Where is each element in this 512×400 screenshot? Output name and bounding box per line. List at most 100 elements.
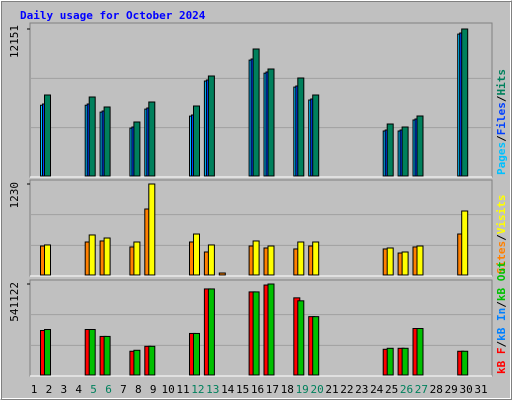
x-tick-label: 15 [236, 383, 249, 396]
bar [44, 94, 51, 177]
x-tick-label: 22 [340, 383, 353, 396]
y-tick-label: 541122 [8, 282, 21, 322]
x-tick-label: 9 [150, 383, 157, 396]
x-tick-label: 10 [161, 383, 174, 396]
y-tick-label: 1230 [8, 182, 21, 209]
bar [103, 237, 111, 276]
bar [312, 94, 320, 177]
bar [416, 328, 424, 376]
x-tick-label: 16 [251, 383, 264, 396]
bar [103, 106, 111, 177]
legend: Pages/Files/Hits [495, 69, 508, 175]
x-tick-label: 2 [46, 383, 53, 396]
x-tick-label: 23 [355, 383, 368, 396]
x-tick-label: 7 [120, 383, 127, 396]
legend-separator: / [495, 135, 508, 142]
legend: Sites/Visits [495, 195, 508, 275]
bar [207, 288, 215, 376]
bar [252, 291, 260, 376]
bar [193, 105, 200, 177]
legend-entry: Sites [495, 241, 508, 274]
x-tick-label: 5 [90, 383, 97, 396]
x-tick-label: 28 [430, 383, 443, 396]
legend-entry: kB Out [495, 261, 508, 301]
legend-separator: / [495, 301, 508, 308]
legend-separator: / [495, 95, 508, 102]
bar [267, 283, 275, 376]
bar [312, 241, 320, 276]
bar [267, 68, 275, 177]
x-tick-label: 25 [385, 383, 398, 396]
bar [148, 101, 156, 177]
x-tick-label: 29 [445, 383, 458, 396]
bar [252, 48, 260, 177]
bar [401, 347, 409, 376]
legend-entry: Hits [495, 69, 508, 96]
bar [207, 75, 215, 177]
bar [386, 247, 394, 276]
bar [133, 121, 141, 177]
bar [267, 245, 275, 276]
bar [252, 240, 260, 276]
x-tick-label: 8 [135, 383, 142, 396]
bar [461, 28, 469, 177]
legend-entry: Visits [495, 195, 508, 235]
bar [297, 241, 305, 276]
chart-title: Daily usage for October 2024 [20, 9, 206, 22]
bar [207, 244, 215, 276]
bar [193, 332, 200, 376]
x-tick-label: 27 [415, 383, 428, 396]
bar [416, 245, 424, 276]
bar [401, 126, 409, 177]
x-tick-label: 30 [459, 383, 472, 396]
bar [297, 300, 305, 376]
x-tick-label: 17 [266, 383, 279, 396]
bar [133, 241, 141, 276]
x-tick-label: 4 [75, 383, 82, 396]
legend-entry: kB In [495, 308, 508, 341]
x-tick-label: 31 [474, 383, 487, 396]
bar [461, 210, 469, 276]
bar [297, 77, 305, 177]
bar [148, 183, 156, 276]
bar [312, 316, 320, 376]
legend-entry: Pages [495, 142, 508, 175]
bar [88, 234, 96, 276]
y-tick-label: 12151 [8, 25, 21, 58]
bar [401, 251, 409, 276]
x-tick-label: 6 [105, 383, 112, 396]
bar [44, 244, 51, 276]
bar [133, 349, 141, 376]
x-tick-label: 1 [31, 383, 38, 396]
x-tick-label: 26 [400, 383, 413, 396]
bar [88, 96, 96, 177]
legend: kB F/kB In/kB Out [495, 261, 508, 374]
bar [103, 335, 111, 376]
legend-separator: / [495, 341, 508, 348]
x-tick-label: 20 [310, 383, 323, 396]
bar [386, 347, 394, 376]
bar [416, 115, 424, 177]
x-tick-label: 11 [176, 383, 189, 396]
x-tick-label: 19 [296, 383, 309, 396]
bar [148, 345, 156, 376]
legend-entry: kB F [495, 348, 508, 375]
legend-separator: / [495, 234, 508, 241]
bar [193, 233, 200, 276]
legend-entry: Files [495, 102, 508, 135]
bar [88, 328, 96, 376]
bar [461, 350, 469, 376]
x-tick-label: 13 [206, 383, 219, 396]
x-tick-label: 3 [60, 383, 67, 396]
x-tick-label: 14 [221, 383, 235, 396]
x-tick-label: 24 [370, 383, 384, 396]
bar [386, 123, 394, 177]
bar [44, 328, 51, 376]
x-tick-label: 21 [325, 383, 338, 396]
bar [218, 272, 226, 276]
x-tick-label: 18 [281, 383, 294, 396]
x-tick-label: 12 [191, 383, 204, 396]
